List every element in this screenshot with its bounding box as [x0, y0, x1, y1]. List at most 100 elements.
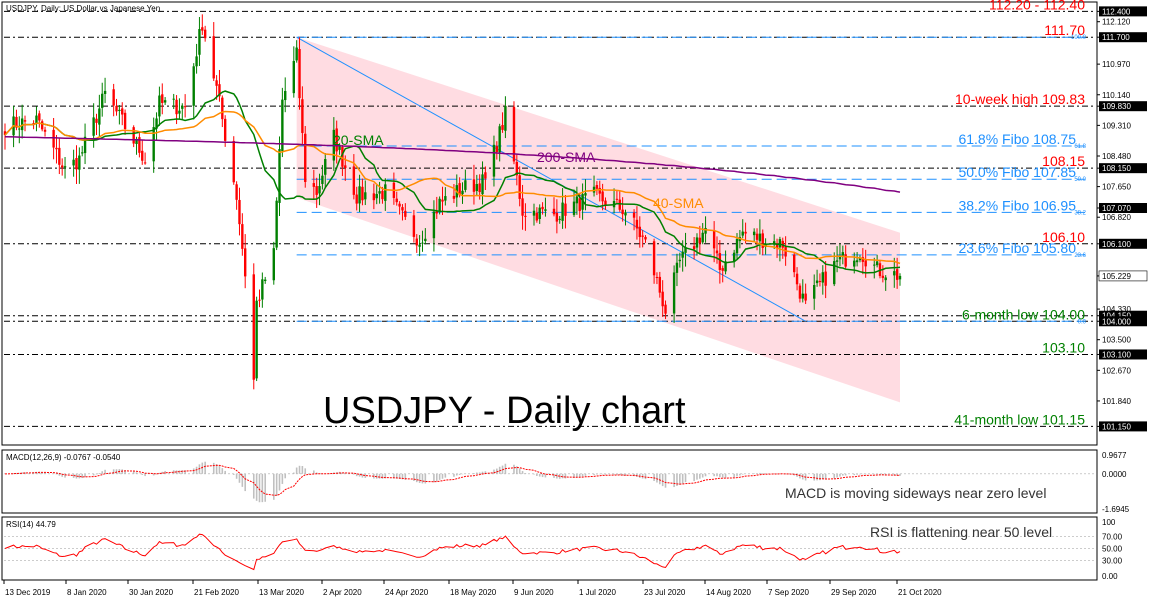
fibo-label: 23.6% Fibo 105.80	[958, 240, 1076, 256]
candle-body	[578, 198, 581, 211]
candle-body	[243, 248, 247, 277]
candle-body	[175, 99, 178, 115]
candle-body	[632, 212, 636, 218]
chart-big-title: USDJPY - Daily chart	[323, 390, 686, 432]
candle-body	[212, 36, 215, 79]
candle-body	[873, 264, 876, 266]
candle-body	[401, 207, 404, 211]
candle-body	[498, 126, 501, 153]
candle-body	[23, 120, 27, 122]
candle-body	[361, 186, 364, 201]
candle-body	[264, 279, 267, 282]
level-label: 103.10	[1042, 339, 1085, 355]
fibo-pct-label: 100.0	[1071, 35, 1087, 41]
candle-body	[658, 276, 662, 293]
candle-body	[741, 231, 744, 236]
candle-body	[315, 186, 318, 195]
candle-body	[352, 166, 356, 195]
candle-body	[592, 186, 596, 193]
candle-body	[681, 251, 684, 258]
candle-body	[112, 89, 115, 106]
candle-body	[504, 106, 507, 131]
macd-pane-frame	[1, 449, 1098, 514]
date-label: 18 May 2020	[450, 588, 497, 597]
candle-body	[544, 209, 547, 211]
candle-body	[103, 90, 107, 95]
candle-body	[284, 90, 287, 101]
candle-body	[15, 116, 18, 128]
candle-body	[481, 174, 484, 195]
candle-body	[752, 231, 756, 236]
candle-body	[415, 238, 418, 246]
candle-body	[724, 261, 727, 272]
rsi-layer	[4, 533, 1095, 571]
price-tag-box	[1099, 349, 1147, 360]
candle-body	[138, 137, 141, 153]
candle-body	[698, 237, 702, 244]
candle-body	[424, 238, 427, 242]
level-label: 111.70	[1044, 22, 1085, 38]
price-tag-box	[1099, 101, 1147, 112]
candle-body	[444, 196, 447, 201]
candle-body	[721, 268, 724, 271]
candle-body	[464, 180, 467, 190]
candle-body	[218, 84, 221, 97]
candle-body	[678, 259, 682, 262]
price-tick-label: 110.970	[1102, 60, 1131, 69]
sma20-label: 20-SMA	[333, 132, 384, 148]
candle-body	[561, 202, 564, 221]
candle-body	[118, 109, 121, 112]
candle-body	[524, 215, 527, 217]
candle-body	[195, 56, 198, 67]
candle-body	[441, 199, 444, 202]
candle-body	[398, 203, 401, 207]
candle-body	[298, 48, 301, 99]
candle-body	[601, 191, 604, 202]
candle-body	[484, 172, 487, 179]
candle-body	[893, 271, 896, 276]
candle-body	[172, 98, 175, 100]
candle-body	[638, 226, 641, 238]
candle-body	[301, 99, 304, 133]
candle-body	[572, 201, 576, 215]
candle-body	[501, 125, 504, 130]
fibo-label: 50.0% Fibo 107.85	[958, 164, 1076, 180]
price-tag-label: 106.100	[1102, 240, 1131, 249]
date-label: 7 Sep 2020	[768, 588, 809, 597]
price-tag-box	[1098, 270, 1148, 282]
candle-body	[492, 144, 496, 177]
candle-body	[541, 206, 544, 210]
candle-body	[81, 152, 84, 154]
candle-body	[898, 275, 902, 280]
candle-body	[241, 224, 244, 249]
rsi-tick-label: 0.00	[1102, 572, 1118, 581]
price-tick-label: 103.500	[1102, 336, 1131, 345]
candle-body	[604, 200, 607, 206]
date-label: 21 Oct 2020	[898, 588, 942, 597]
candle-body	[135, 138, 138, 144]
candle-body	[815, 280, 819, 284]
price-tag-box	[1099, 6, 1147, 17]
candle-body	[732, 252, 736, 262]
candle-body	[838, 256, 842, 260]
date-label: 23 Jul 2020	[644, 588, 686, 597]
candle-body	[375, 194, 378, 199]
sma20-line	[4, 90, 901, 274]
candle-body	[478, 183, 481, 193]
price-tag-label: 101.150	[1102, 422, 1131, 431]
levels-layer: 112.20 - 112.40 111.70 10-week high 109.83…	[4, 0, 1095, 427]
candle-body	[824, 271, 827, 286]
candle-body	[735, 238, 739, 254]
candle-body	[92, 117, 95, 136]
candle-body	[595, 185, 599, 189]
date-label: 14 Aug 2020	[706, 588, 751, 597]
candle-body	[3, 131, 7, 135]
candle-body	[775, 243, 779, 249]
candle-body	[20, 118, 24, 131]
candle-body	[461, 190, 464, 195]
candle-body	[381, 190, 384, 200]
candle-body	[223, 118, 227, 141]
candle-body	[655, 276, 659, 278]
price-tag-box	[1099, 310, 1147, 321]
date-label: 24 Apr 2020	[385, 588, 429, 597]
